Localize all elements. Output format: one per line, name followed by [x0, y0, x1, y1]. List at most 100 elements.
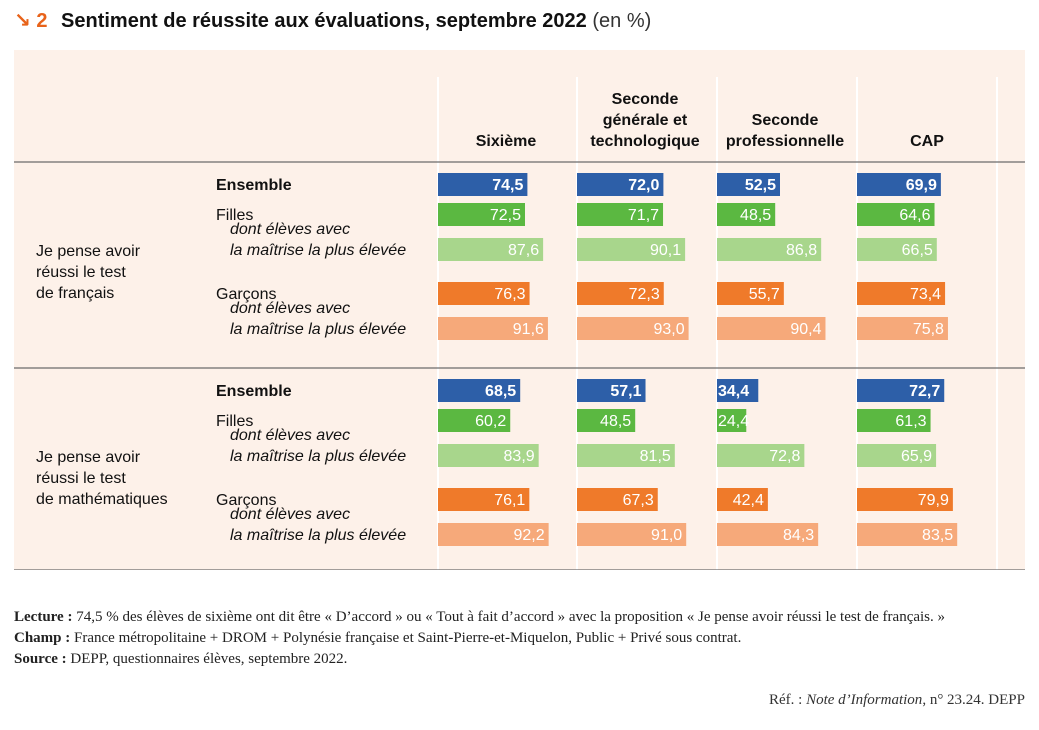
bar-g0-filles_max-c1: [577, 238, 686, 261]
group-0-label-line-1: réussi le test: [36, 264, 126, 281]
group-1-label-line-0: Je pense avoir: [36, 449, 141, 466]
bar-g0-garcons-c0: [438, 282, 530, 305]
bar-g0-garcons_max-c2: [717, 317, 826, 340]
bar-label-g0-ensemble-c3: 69,9: [906, 177, 937, 194]
bar-label-g0-filles_max-c2: 86,8: [786, 242, 817, 259]
group-0-label-line-0: Je pense avoir: [36, 243, 141, 260]
reference-suffix: , n° 23.24. DEPP: [922, 692, 1025, 708]
column-header-2-line-0: Seconde: [752, 112, 819, 129]
group-1-label-line-2: de mathématiques: [36, 491, 168, 508]
bar-label-g1-garcons_max-c2: 84,3: [783, 527, 814, 544]
source-label: Source :: [14, 651, 67, 667]
bar-label-g1-filles-c2: 24,4: [718, 413, 749, 430]
bar-label-g0-garcons_max-c1: 93,0: [653, 321, 684, 338]
column-header-3-line-0: CAP: [910, 133, 944, 150]
bar-label-g0-ensemble-c1: 72,0: [628, 177, 659, 194]
bar-g1-ensemble-c1: [577, 379, 646, 402]
bar-label-g0-filles-c1: 71,7: [628, 207, 659, 224]
bar-label-g0-filles-c0: 72,5: [490, 207, 521, 224]
bar-g0-garcons_max-c0: [438, 317, 548, 340]
bar-label-g0-garcons-c3: 73,4: [910, 286, 941, 303]
bar-g1-garcons_max-c2: [717, 523, 819, 546]
group-1-row-ensemble-label: Ensemble: [216, 383, 292, 400]
column-header-1-line-1: générale et: [603, 112, 688, 129]
group-0-label-line-2: de français: [36, 285, 114, 302]
bar-g1-garcons-c3: [857, 488, 953, 511]
group-0-row-filles_max-label-line-0: dont élèves avec: [230, 221, 350, 238]
bar-label-g1-filles_max-c0: 83,9: [504, 448, 535, 465]
bar-g1-garcons_max-c3: [857, 523, 958, 546]
bar-label-g0-garcons-c2: 55,7: [749, 286, 780, 303]
bar-label-g0-filles_max-c3: 66,5: [902, 242, 933, 259]
bar-g0-garcons_max-c1: [577, 317, 689, 340]
group-0-row-garcons_max-label-line-1: la maîtrise la plus élevée: [230, 321, 406, 338]
bar-g0-filles_max-c2: [717, 238, 822, 261]
bar-label-g1-filles-c0: 60,2: [475, 413, 506, 430]
bar-label-g0-garcons_max-c3: 75,8: [913, 321, 944, 338]
column-header-1-line-0: Seconde: [612, 91, 679, 108]
group-0-row-filles_max-label-line-1: la maîtrise la plus élevée: [230, 242, 406, 259]
bar-label-g1-ensemble-c1: 57,1: [610, 383, 641, 400]
group-0-row-ensemble-label: Ensemble: [216, 177, 292, 194]
bar-g1-filles-c2: [717, 409, 747, 432]
group-1-row-garcons_max-label-line-0: dont élèves avec: [230, 506, 350, 523]
group-1-row-filles_max-label-line-0: dont élèves avec: [230, 427, 350, 444]
bar-label-g0-garcons-c0: 76,3: [494, 286, 525, 303]
bar-label-g0-filles_max-c1: 90,1: [650, 242, 681, 259]
bar-label-g1-ensemble-c2: 34,4: [718, 383, 749, 400]
bar-g1-filles_max-c1: [577, 444, 675, 467]
bar-g1-filles_max-c3: [857, 444, 937, 467]
bar-g1-filles_max-c2: [717, 444, 805, 467]
bar-g0-garcons_max-c3: [857, 317, 948, 340]
bar-label-g1-garcons_max-c0: 92,2: [513, 527, 544, 544]
bar-label-g1-filles-c3: 61,3: [895, 413, 926, 430]
bar-label-g0-ensemble-c0: 74,5: [492, 177, 523, 194]
bar-g0-ensemble-c0: [438, 173, 528, 196]
bar-g1-ensemble-c2: [717, 379, 759, 402]
bar-g0-filles-c3: [857, 203, 935, 226]
lecture-note: Lecture : 74,5 % des élèves de sixième o…: [14, 607, 1014, 628]
chart-panel: Sixième Seconde générale et technologique Se…: [14, 50, 1025, 570]
bar-label-g0-ensemble-c2: 52,5: [745, 177, 776, 194]
bar-g1-filles-c1: [577, 409, 636, 432]
bar-g0-filles_max-c0: [438, 238, 544, 261]
lecture-label: Lecture :: [14, 609, 73, 625]
bar-g1-ensemble-c3: [857, 379, 945, 402]
bar-label-g1-filles_max-c3: 65,9: [901, 448, 932, 465]
bar-label-g1-ensemble-c0: 68,5: [485, 383, 516, 400]
column-header-1-line-2: technologique: [590, 133, 699, 150]
figure-title: ↘ 2 Sentiment de réussite aux évaluation…: [14, 8, 651, 33]
bar-label-g0-filles_max-c0: 87,6: [508, 242, 539, 259]
bar-label-g1-garcons-c2: 42,4: [733, 492, 764, 509]
bar-g1-garcons_max-c1: [577, 523, 687, 546]
bar-g0-ensemble-c2: [717, 173, 780, 196]
chart-notes: Lecture : 74,5 % des élèves de sixième o…: [14, 607, 1014, 670]
bar-g0-garcons-c3: [857, 282, 946, 305]
reference-publication: Note d’Information: [806, 692, 923, 708]
bar-chart: Sixième Seconde générale et technologique Se…: [14, 77, 1025, 570]
group-0-row-garcons_max-label-line-0: dont élèves avec: [230, 300, 350, 317]
group-1-row-filles-label: Filles: [216, 413, 253, 430]
bar-label-g1-garcons-c3: 79,9: [918, 492, 949, 509]
bar-label-g1-garcons_max-c1: 91,0: [651, 527, 682, 544]
reference-prefix: Réf. :: [768, 692, 803, 708]
champ-text: France métropolitaine + DROM + Polynésie…: [74, 630, 742, 646]
bar-label-g1-garcons_max-c3: 83,5: [922, 527, 953, 544]
bar-label-g1-garcons-c1: 67,3: [623, 492, 654, 509]
column-header-2-line-1: professionnelle: [726, 133, 844, 150]
bar-label-g0-garcons-c1: 72,3: [629, 286, 660, 303]
group-1-row-filles_max-label-line-1: la maîtrise la plus élevée: [230, 448, 406, 465]
figure-unit: (en %): [592, 10, 652, 32]
bar-label-g1-filles-c1: 48,5: [600, 413, 631, 430]
bar-label-g0-garcons_max-c0: 91,6: [513, 321, 544, 338]
bar-g0-filles_max-c3: [857, 238, 937, 261]
bar-g0-filles-c1: [577, 203, 664, 226]
bar-g0-garcons-c1: [577, 282, 664, 305]
bar-g1-filles-c0: [438, 409, 511, 432]
arrow-down-right-icon: ↘: [14, 10, 31, 32]
bar-g1-ensemble-c0: [438, 379, 521, 402]
bar-g1-garcons-c2: [717, 488, 768, 511]
bar-g0-garcons-c2: [717, 282, 784, 305]
bar-g1-filles_max-c0: [438, 444, 539, 467]
bar-label-g1-garcons-c0: 76,1: [494, 492, 525, 509]
